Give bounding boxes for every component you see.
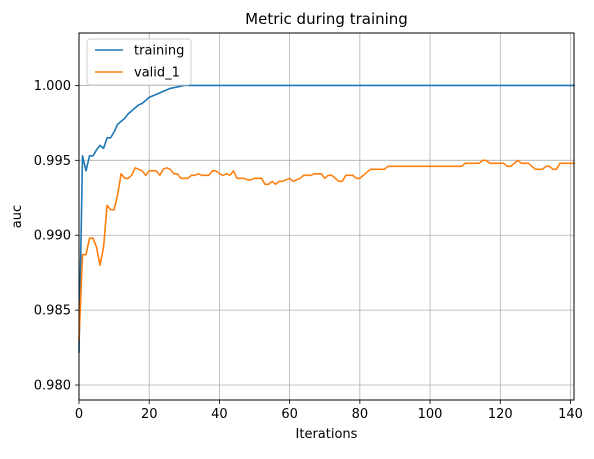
x-tick-label: 60 xyxy=(281,407,298,422)
x-tick-label: 100 xyxy=(418,407,443,422)
x-tick-label: 0 xyxy=(75,407,83,422)
series-line-valid-1 xyxy=(78,159,575,341)
y-axis-label: auc xyxy=(10,205,25,228)
x-tick-label: 80 xyxy=(352,407,369,422)
grid-layer xyxy=(78,33,574,400)
y-tick-label: 1.000 xyxy=(34,79,71,94)
x-axis-ticks: 0 20 40 60 80 100 120 140 xyxy=(75,400,583,422)
y-tick-label: 0.990 xyxy=(34,229,71,244)
series-layer xyxy=(78,84,575,353)
chart-title: Metric during training xyxy=(245,10,408,28)
plot-frame xyxy=(78,32,575,401)
x-axis-label: Iterations xyxy=(296,427,358,442)
x-tick-label: 140 xyxy=(558,407,583,422)
legend-label-training: training xyxy=(134,44,184,59)
y-tick-label: 0.980 xyxy=(34,379,71,394)
y-axis-ticks: 0.980 0.985 0.990 0.995 1.000 xyxy=(34,79,79,394)
x-tick-label: 20 xyxy=(141,407,158,422)
legend-label-valid-1: valid_1 xyxy=(134,66,180,81)
x-tick-label: 120 xyxy=(488,407,513,422)
x-tick-label: 40 xyxy=(211,407,228,422)
axes-layer xyxy=(78,32,575,401)
y-tick-label: 0.985 xyxy=(34,304,71,319)
y-tick-label: 0.995 xyxy=(34,154,71,169)
legend: training valid_1 xyxy=(86,38,192,86)
series-line-training xyxy=(78,84,575,353)
